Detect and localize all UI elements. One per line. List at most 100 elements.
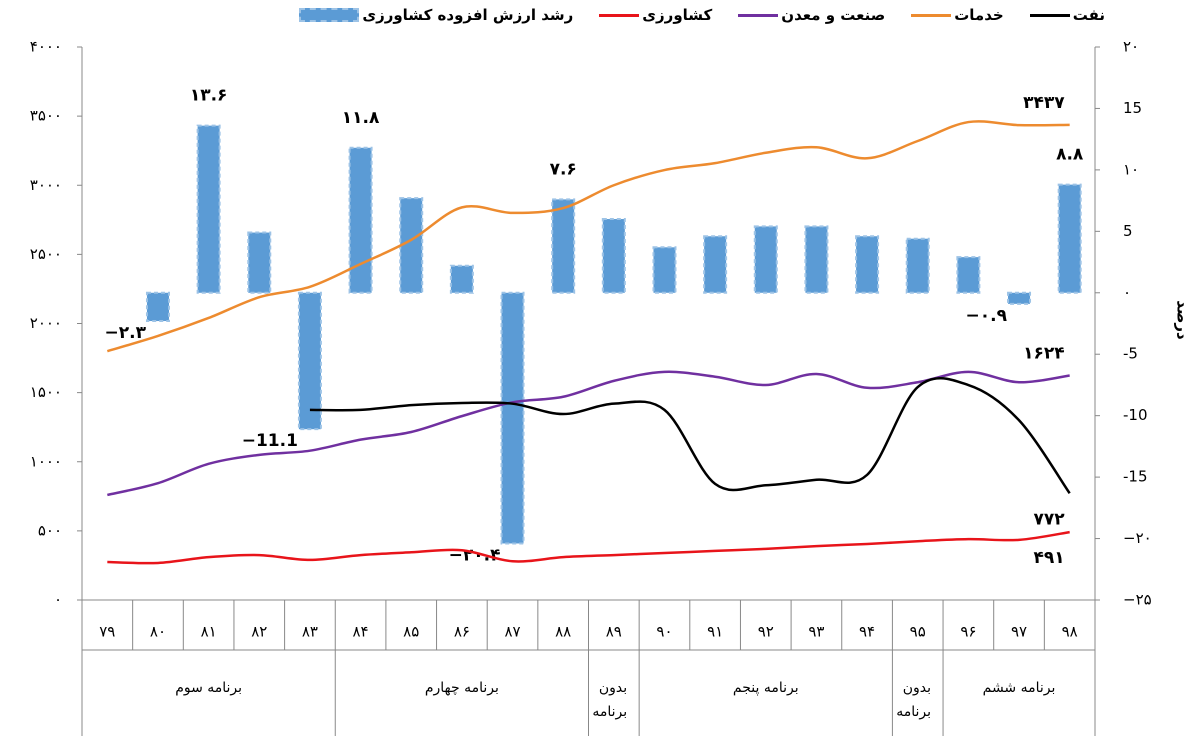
legend-label: صنعت و معدن [781,6,886,24]
group-cell: برنامه پنجم [732,680,799,696]
x-tick-label: ۸۸ [555,623,571,641]
y2-tick-label: -10 [1123,406,1148,424]
group-cell: برنامه سوم [175,680,243,696]
bar [551,198,576,294]
legend-label: نفت [1072,6,1105,24]
bar-value-label: −۲۰.۴ [449,545,501,565]
bar [348,146,373,294]
y2-tick-label: −۲۰ [1123,529,1152,547]
y2-tick-label: ۱۰ [1123,160,1139,178]
x-tick-label: ۸۱ [201,623,217,641]
group-cell: برنامه چهارم [424,680,499,696]
bar [1057,183,1082,294]
bar [905,237,930,294]
legend-label: کشاورزی [642,6,713,24]
y-tick-label: ۱۵۰۰ [30,383,62,401]
y-tick-label: ۳۰۰۰ [30,176,62,194]
line-value-label: ۷۷۲ [1034,509,1066,529]
y-tick-label: ۵۰۰ [38,521,62,539]
legend-swatch [299,8,360,22]
bar-value-label: ۱۱.۸ [342,108,380,128]
bar [956,256,981,294]
y-tick-label: ۳۵۰۰ [30,107,62,125]
x-tick-label: ۹۵ [910,623,926,641]
x-tick-label: ۹۷ [1011,623,1027,641]
bar-value-label: −11.1 [242,431,298,451]
bar [753,225,778,294]
bar [449,264,474,294]
group-cell: برنامه ششم [983,680,1056,696]
x-tick-label: ۸۲ [251,623,267,641]
x-tick-label: ۹۱ [707,623,723,641]
bar [601,218,626,294]
group-cell: بدون برنامه [592,680,628,720]
y2-tick-label: -5 [1123,345,1138,363]
legend-item: خدمات [911,6,1004,24]
group-label: بدون برنامه [896,680,932,720]
line-value-label: ۳۴۳۷ [1023,93,1065,113]
bar [804,225,829,294]
bar [399,197,424,294]
y-tick-label: ۴۰۰۰ [30,38,62,56]
group-label: بدون برنامه [592,680,628,720]
x-tick-label: ۸۳ [302,623,318,641]
x-tick-label: ۹۰ [656,623,672,641]
legend: نفت خدمات صنعت و معدن کشاورزی رشد ارزش افزود… [299,6,1105,24]
y2-tick-label: 5 [1123,222,1133,240]
y-tick-label: ۰ [54,591,62,609]
bar-value-label: −۲.۳ [105,323,147,343]
y2-tick-label: ۲۰ [1123,38,1139,56]
legend-swatch [599,13,640,17]
bar [500,291,525,545]
y2-tick-label: ۰ [1123,283,1131,301]
x-tick-label: ۸۴ [353,623,369,641]
bar-value-label: ۱۳.۶ [190,86,228,106]
bar-value-label: ۸.۸ [1056,145,1084,165]
legend-item: نفت [1029,6,1105,24]
line [107,370,1070,497]
bar-value-label: ۷.۶ [550,159,577,179]
bar [297,291,322,431]
group-label: برنامه سوم [175,680,243,696]
x-tick-label: ۹۲ [758,623,774,641]
x-tick-label: ۸۷ [504,623,520,641]
x-tick-label: ۹۸ [1062,623,1078,641]
x-tick-label: ۹۴ [859,623,875,641]
legend-item: صنعت و معدن [738,6,885,24]
legend-label: خدمات [954,6,1004,24]
line [309,377,1071,494]
legend-swatch [738,13,779,17]
legend-swatch [911,13,952,17]
x-tick-label: ۸۹ [606,623,622,641]
bar [196,124,221,294]
x-tick-label: ۸۰ [150,623,166,641]
bar [145,291,170,323]
line-value-label: ۱۶۲۴ [1023,343,1065,363]
y-tick-label: ۲۵۰۰ [30,245,62,263]
x-tick-label: ۹۶ [960,623,976,641]
x-tick-label: ۹۳ [808,623,824,641]
y2-axis-label: درصد [1174,300,1192,340]
y2-tick-label: −۲۵ [1123,591,1152,609]
x-tick-label: ۷۹ [99,623,115,641]
legend-label: رشد ارزش افزوده کشاورزی [362,6,574,24]
legend-item: کشاورزی [599,6,712,24]
bar-value-label: −۰.۹ [966,306,1008,326]
group-label: برنامه چهارم [424,680,499,696]
line [107,530,1070,565]
bar [703,235,728,294]
y-tick-label: ۲۰۰۰ [30,314,62,332]
bar [247,231,272,294]
x-tick-label: ۸۵ [403,623,419,641]
legend-swatch [1029,13,1070,17]
group-cell: بدون برنامه [896,680,932,720]
group-label: برنامه پنجم [732,680,799,696]
bar [652,246,677,294]
legend-item: رشد ارزش افزوده کشاورزی [299,6,573,24]
bar [1007,291,1032,305]
y2-tick-label: -15 [1123,468,1148,486]
y2-tick-label: 15 [1123,99,1142,117]
line-value-label: ۴۹۱ [1034,548,1065,568]
